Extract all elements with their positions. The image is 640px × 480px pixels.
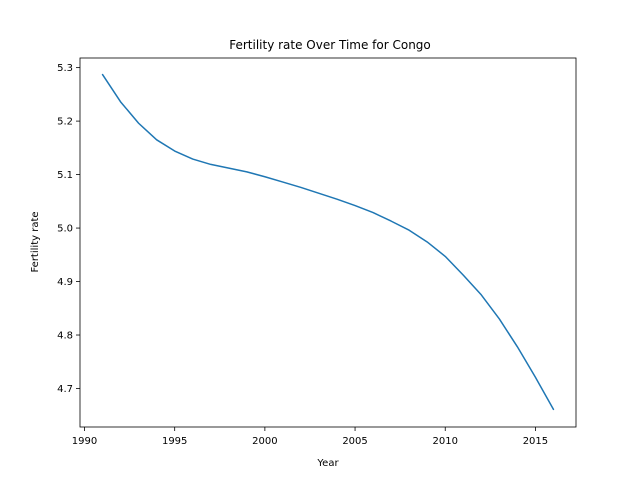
data-point — [318, 193, 319, 194]
data-point — [192, 158, 193, 159]
data-point — [120, 101, 121, 102]
x-tick-label: 1995 — [162, 436, 187, 447]
data-point — [228, 168, 229, 169]
data-point — [102, 74, 103, 75]
y-tick-label: 5.2 — [57, 117, 73, 128]
data-point — [156, 139, 157, 140]
x-tick-label: 2015 — [523, 436, 548, 447]
data-point — [264, 176, 265, 177]
y-tick-label: 4.8 — [57, 331, 73, 342]
y-tick-label: 5.1 — [57, 170, 73, 181]
data-point — [210, 164, 211, 165]
y-tick-label: 4.9 — [57, 277, 73, 288]
data-point — [372, 212, 373, 213]
plot-area: 1990 1995 2000 2005 2010 2015 4.7 4.8 4.9 5.0 5.1 5… — [57, 63, 555, 447]
chart-title: Fertility rate Over Time for Congo — [229, 38, 431, 52]
data-point — [481, 294, 482, 295]
data-point — [282, 181, 283, 182]
data-point — [517, 346, 518, 347]
data-point — [391, 221, 392, 222]
y-axis-label: Fertility rate — [30, 211, 41, 272]
x-tick-label: 2005 — [342, 436, 367, 447]
data-point — [409, 230, 410, 231]
y-tick-label: 5.0 — [57, 224, 73, 235]
x-tick-label: 1990 — [72, 436, 97, 447]
data-point — [354, 205, 355, 206]
x-tick-label: 2010 — [433, 436, 458, 447]
x-axis-label: Year — [316, 458, 339, 469]
data-point — [246, 171, 247, 172]
series-line — [101, 73, 555, 411]
data-point — [445, 256, 446, 257]
axes-frame — [79, 57, 577, 428]
data-point — [300, 187, 301, 188]
data-point — [138, 123, 139, 124]
data-point — [499, 318, 500, 319]
y-tick-label: 5.3 — [57, 63, 73, 74]
y-tick-label: 4.7 — [57, 384, 73, 395]
data-point — [553, 409, 554, 410]
data-point — [535, 377, 536, 378]
data-point — [463, 275, 464, 276]
data-point — [174, 150, 175, 151]
x-tick-label: 2000 — [252, 436, 277, 447]
data-point — [336, 199, 337, 200]
data-point — [427, 241, 428, 242]
